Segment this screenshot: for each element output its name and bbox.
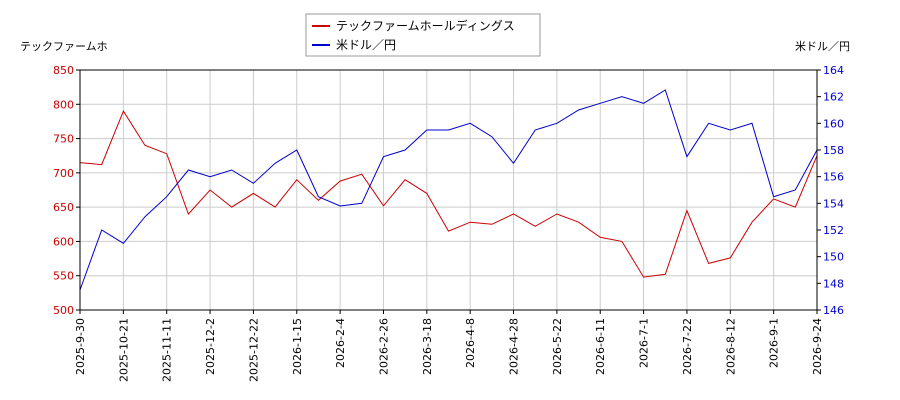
left-tick-label-5: 750 xyxy=(53,133,74,146)
plot-frame xyxy=(79,69,818,311)
left-tick-label-7: 850 xyxy=(53,64,74,77)
x-tick-label-13: 2026-7-1 xyxy=(638,318,651,368)
right-axis: 146 148 150 152 154 156 158 160 162 164 xyxy=(817,64,844,317)
right-tick-label-6: 158 xyxy=(823,144,844,157)
series-layer xyxy=(79,89,818,291)
legend-label-0: テックファームホールディングス xyxy=(336,18,515,33)
x-tick-label-6: 2026-2-4 xyxy=(334,318,347,368)
x-tick-label-17: 2026-9-24 xyxy=(811,318,824,375)
right-tick-label-2: 150 xyxy=(823,251,844,264)
right-tick-label-3: 152 xyxy=(823,224,844,237)
x-axis: 2025-9-30 2025-10-21 2025-11-11 2025-12-2 20… xyxy=(74,310,824,382)
x-tick-label-14: 2026-7-22 xyxy=(681,318,694,375)
x-tick-label-3: 2025-12-2 xyxy=(204,318,217,375)
x-tick-label-12: 2026-6-11 xyxy=(594,318,607,375)
left-tick-label-3: 650 xyxy=(53,201,74,214)
x-tick-label-8: 2026-3-18 xyxy=(421,318,434,375)
x-tick-label-16: 2026-9-1 xyxy=(768,318,781,368)
left-tick-label-0: 500 xyxy=(53,304,74,317)
right-tick-label-8: 162 xyxy=(823,91,844,104)
right-tick-label-9: 164 xyxy=(823,64,844,77)
legend-label-1: 米ドル／円 xyxy=(336,38,396,52)
series-line-1 xyxy=(79,89,818,291)
x-tick-label-5: 2026-1-15 xyxy=(291,318,304,375)
x-tick-label-15: 2026-8-12 xyxy=(724,318,737,375)
left-tick-label-1: 550 xyxy=(53,270,74,283)
right-tick-label-7: 160 xyxy=(823,117,844,130)
right-tick-label-0: 146 xyxy=(823,304,844,317)
legend-box xyxy=(305,13,541,57)
x-tick-label-9: 2026-4-8 xyxy=(464,318,477,368)
legend: テックファームホールディングス 米ドル／円 xyxy=(305,13,541,57)
left-axis-title: テックファームホ xyxy=(20,40,108,53)
x-tick-label-4: 2025-12-22 xyxy=(247,318,260,382)
x-tick-label-7: 2026-2-26 xyxy=(377,318,390,375)
right-tick-label-4: 154 xyxy=(823,197,844,210)
right-tick-label-5: 156 xyxy=(823,171,844,184)
series-line-0 xyxy=(79,110,818,278)
right-tick-label-1: 148 xyxy=(823,277,844,290)
x-tick-label-0: 2025-9-30 xyxy=(74,318,87,375)
left-tick-label-6: 800 xyxy=(53,98,74,111)
x-tick-label-2: 2025-11-11 xyxy=(161,318,174,382)
left-tick-label-2: 600 xyxy=(53,235,74,248)
plot-background xyxy=(80,70,817,310)
x-tick-label-11: 2026-5-22 xyxy=(551,318,564,375)
grid xyxy=(79,69,818,311)
x-tick-label-1: 2025-10-21 xyxy=(117,318,130,382)
left-axis: 500 550 600 650 700 750 800 850 xyxy=(53,64,80,317)
right-axis-title: 米ドル／円 xyxy=(795,40,850,53)
x-tick-label-10: 2026-4-28 xyxy=(508,318,521,375)
left-tick-label-4: 700 xyxy=(53,167,74,180)
